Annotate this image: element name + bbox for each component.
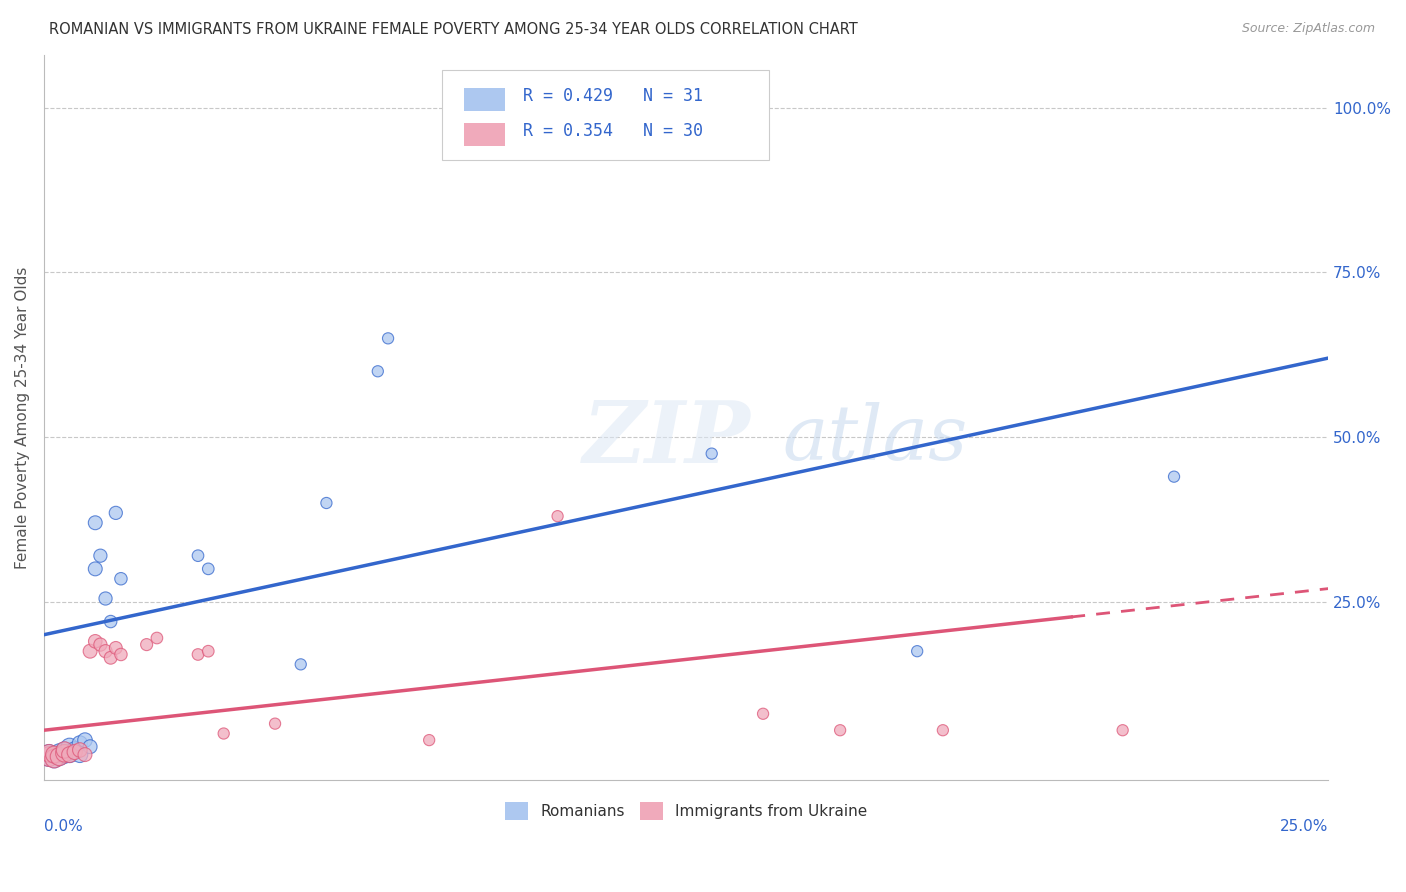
Point (69, 736, 91, 750)
Text: ROMANIAN VS IMMIGRANTS FROM UKRAINE FEMALE POVERTY AMONG 25-34 YEAR OLDS CORRELA: ROMANIAN VS IMMIGRANTS FROM UKRAINE FEMA… (49, 22, 858, 37)
Point (89, 638, 111, 652)
Point (44, 747, 66, 762)
Point (100, 650, 122, 665)
Point (53, 743, 76, 757)
Point (104, 506, 127, 520)
Point (69, 743, 91, 757)
Text: atlas: atlas (782, 402, 967, 476)
Point (48, 749, 70, 764)
Point (1163, 469, 1185, 483)
Point (69, 747, 91, 762)
Y-axis label: Female Poverty Among 25-34 Year Olds: Female Poverty Among 25-34 Year Olds (15, 266, 30, 568)
Point (110, 572, 132, 586)
Point (63, 743, 86, 757)
Point (53, 747, 76, 762)
Point (367, 364, 389, 378)
Point (79, 739, 101, 754)
Point (377, 331, 399, 345)
Text: R = 0.429   N = 31: R = 0.429 N = 31 (523, 87, 703, 105)
Text: R = 0.354   N = 30: R = 0.354 N = 30 (523, 122, 703, 140)
FancyBboxPatch shape (441, 70, 769, 161)
Point (187, 549, 209, 563)
Point (38, 749, 60, 764)
Point (53, 746, 76, 760)
Point (63, 745, 86, 759)
Point (547, 509, 569, 524)
Point (905, 644, 928, 658)
Text: 0.0%: 0.0% (44, 820, 83, 835)
Point (38, 746, 60, 760)
Point (146, 631, 169, 645)
Point (58, 746, 80, 760)
Text: Source: ZipAtlas.com: Source: ZipAtlas.com (1241, 22, 1375, 36)
Point (1111, 723, 1133, 738)
Point (264, 716, 287, 731)
Point (830, 723, 852, 738)
Point (48, 745, 70, 759)
Point (73, 747, 96, 762)
Point (197, 562, 219, 576)
Point (58, 739, 80, 754)
Point (110, 648, 132, 662)
Point (187, 648, 209, 662)
Point (290, 657, 312, 672)
Point (48, 749, 70, 764)
Point (79, 644, 101, 658)
Bar (464, 87, 505, 111)
Point (94, 644, 117, 658)
Point (44, 751, 66, 765)
Point (315, 496, 337, 510)
Point (84, 562, 107, 576)
Point (100, 615, 122, 629)
Text: 25.0%: 25.0% (1279, 820, 1329, 835)
Point (84, 634, 107, 648)
Text: ZIP: ZIP (583, 397, 751, 481)
Point (135, 638, 157, 652)
Point (94, 591, 117, 606)
Bar (464, 122, 505, 145)
Point (84, 516, 107, 530)
Point (197, 644, 219, 658)
Point (932, 723, 955, 738)
Point (53, 743, 76, 757)
Point (38, 746, 60, 760)
Point (73, 733, 96, 747)
Point (212, 726, 235, 740)
Point (700, 447, 723, 461)
Point (89, 549, 111, 563)
Point (752, 706, 775, 721)
Point (44, 747, 66, 762)
Point (38, 749, 60, 764)
Point (58, 747, 80, 762)
Point (44, 751, 66, 765)
Legend: Romanians, Immigrants from Ukraine: Romanians, Immigrants from Ukraine (499, 796, 873, 826)
Point (104, 640, 127, 655)
Point (418, 733, 440, 747)
